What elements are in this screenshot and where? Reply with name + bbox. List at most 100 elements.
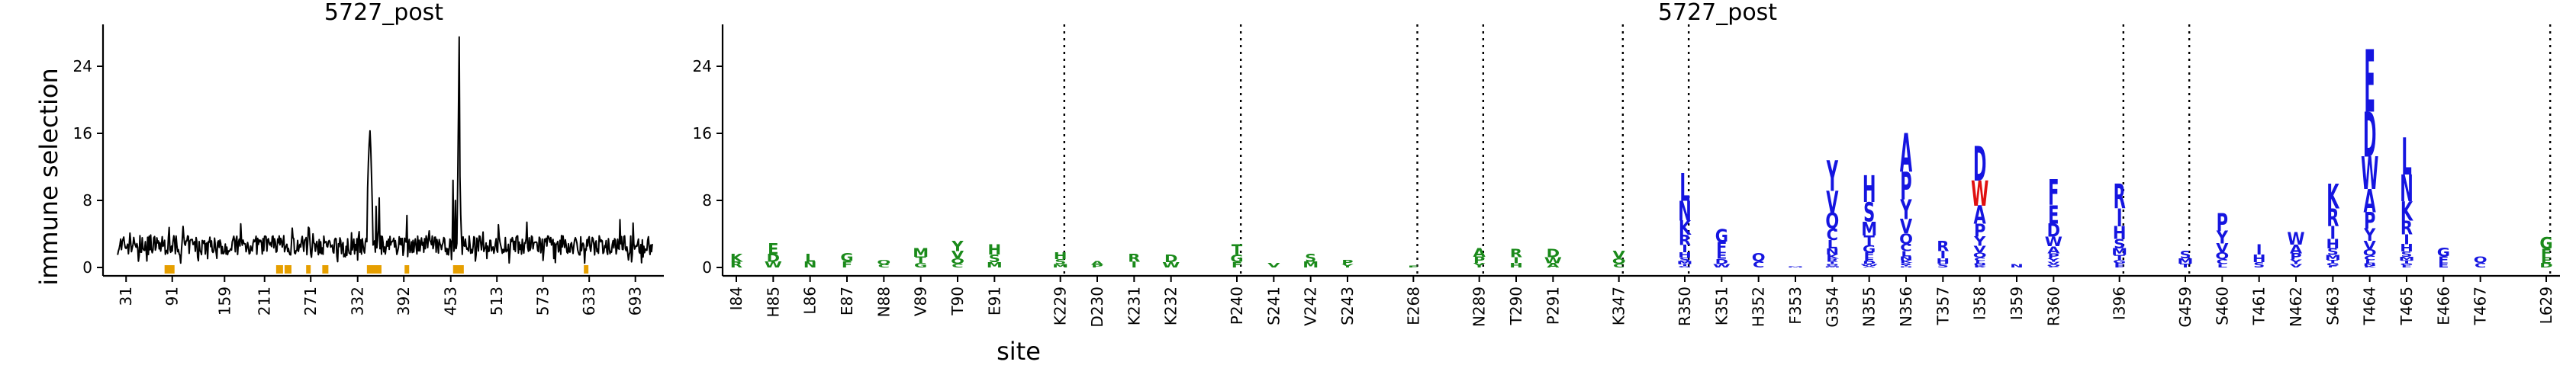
logo-letter: Y — [1900, 194, 1912, 226]
logo-letter: W — [1544, 256, 1562, 265]
logo-column: V — [1267, 262, 1280, 269]
site-tick-label: N88 — [874, 287, 893, 317]
site-tick-label: E466 — [2434, 287, 2452, 325]
logo-letter: R — [1510, 248, 1522, 261]
logo-letter: R — [1679, 232, 1691, 248]
logo-column: M — [1788, 267, 1804, 268]
logo-letter: Q — [1612, 257, 1626, 265]
logo-letter: C — [2217, 258, 2228, 265]
logo-letter: L — [1679, 166, 1689, 210]
logo-letter: W — [2045, 234, 2062, 250]
highlighted-site-marker — [286, 265, 291, 274]
logo-letter: S — [2114, 237, 2125, 251]
logo-letter: K — [2326, 178, 2339, 217]
left-x-tick-label: 392 — [394, 287, 413, 315]
logo-column: FG — [840, 251, 853, 270]
logo-letter: D — [1973, 138, 1986, 193]
logo-letter: R — [1900, 262, 1913, 265]
site-tick-label: T290 — [1507, 287, 1525, 325]
left-x-tick-label: 573 — [534, 287, 552, 315]
logo-letter: T — [2180, 262, 2191, 269]
right-y-tick-label: 16 — [693, 124, 712, 142]
site-tick-label: T357 — [1934, 287, 1952, 325]
right-y-tick-label: 8 — [702, 191, 712, 210]
logo-letter: T — [1863, 232, 1875, 248]
logo-letter: Q — [1899, 231, 1913, 248]
logo-letter: V — [2216, 242, 2229, 256]
logo-letter: T — [1679, 264, 1691, 267]
logo-letter: H — [1678, 251, 1692, 259]
logo-letter: V — [952, 250, 964, 261]
logo-letter: A — [2364, 182, 2376, 219]
logo-letter: H — [1899, 266, 1913, 267]
site-tick-label: V242 — [1302, 287, 1320, 326]
logo-letter: V — [1974, 245, 1987, 255]
site-tick-label: E268 — [1404, 287, 1422, 325]
site-tick-label: L629 — [2537, 287, 2555, 324]
right-y-tick-label: 0 — [702, 258, 712, 277]
logo-letter: K — [1826, 253, 1839, 260]
logo-letter: Y — [2046, 258, 2060, 263]
logo-column: MSH — [987, 241, 1003, 269]
logo-column: E — [1408, 265, 1418, 268]
right-logo-plot: 081624I84RKH85WDEL86NLE87FGN88CQV89GTMT9… — [693, 24, 2560, 328]
logo-letter: A — [2290, 243, 2303, 257]
logo-letter: H — [1863, 168, 1876, 211]
site-tick-label: T467 — [2471, 287, 2490, 325]
logo-letter: I — [1682, 244, 1688, 255]
logo-letter: N — [2363, 263, 2377, 267]
logo-column: WDE — [765, 240, 782, 269]
logo-letter: G — [1230, 253, 1243, 264]
logo-letter: W — [1971, 174, 1988, 215]
logo-column: YPA — [1473, 247, 1486, 270]
logo-letter: P — [1473, 255, 1485, 264]
left-x-tick-label: 633 — [580, 287, 598, 315]
logo-column: FGT — [1230, 241, 1243, 269]
logo-letter: L — [2217, 263, 2228, 268]
logo-letter: N — [1973, 263, 1987, 266]
site-tick-label: P291 — [1544, 287, 1562, 325]
logo-letter: S — [1863, 197, 1875, 228]
logo-letter: M — [913, 247, 929, 261]
site-tick-label: S463 — [2323, 287, 2342, 325]
logo-letter: Q — [1973, 251, 1987, 259]
logo-letter: H — [1509, 262, 1523, 269]
logo-letter: W — [1713, 263, 1731, 269]
logo-letter: Q — [2474, 255, 2487, 265]
logo-letter: L — [2401, 127, 2411, 187]
logo-letter: V — [2047, 261, 2060, 265]
logo-letter: I — [1903, 264, 1909, 267]
logo-letter: F — [2438, 255, 2449, 266]
logo-letter: F — [2327, 265, 2338, 268]
logo-letter: H — [988, 241, 1002, 258]
logo-letter: F — [2401, 264, 2412, 267]
logo-letter: L — [1827, 239, 1838, 251]
logo-letter: V — [2364, 239, 2377, 253]
logo-letter: C — [1753, 260, 1764, 269]
site-tick-label: G354 — [1823, 287, 1841, 328]
logo-letter: H — [2400, 243, 2413, 255]
site-tick-label: V89 — [912, 287, 930, 316]
site-tick-label: N289 — [1470, 287, 1489, 327]
site-tick-label: F353 — [1786, 287, 1805, 325]
logo-letter: P — [1091, 264, 1103, 268]
logo-letter: E — [2541, 255, 2552, 265]
site-tick-label: S241 — [1264, 287, 1283, 325]
logo-letter: G — [1863, 244, 1876, 255]
logo-column: HIR — [1509, 248, 1523, 269]
logo-letter: N — [2400, 167, 2413, 210]
site-tick-label: T465 — [2397, 287, 2416, 325]
logo-letter: C — [2364, 255, 2375, 262]
logo-letter: Y — [2216, 229, 2229, 248]
logo-letter: G — [1678, 266, 1691, 268]
logo-letter: D — [1547, 248, 1560, 261]
logo-letter: I — [1829, 261, 1835, 265]
